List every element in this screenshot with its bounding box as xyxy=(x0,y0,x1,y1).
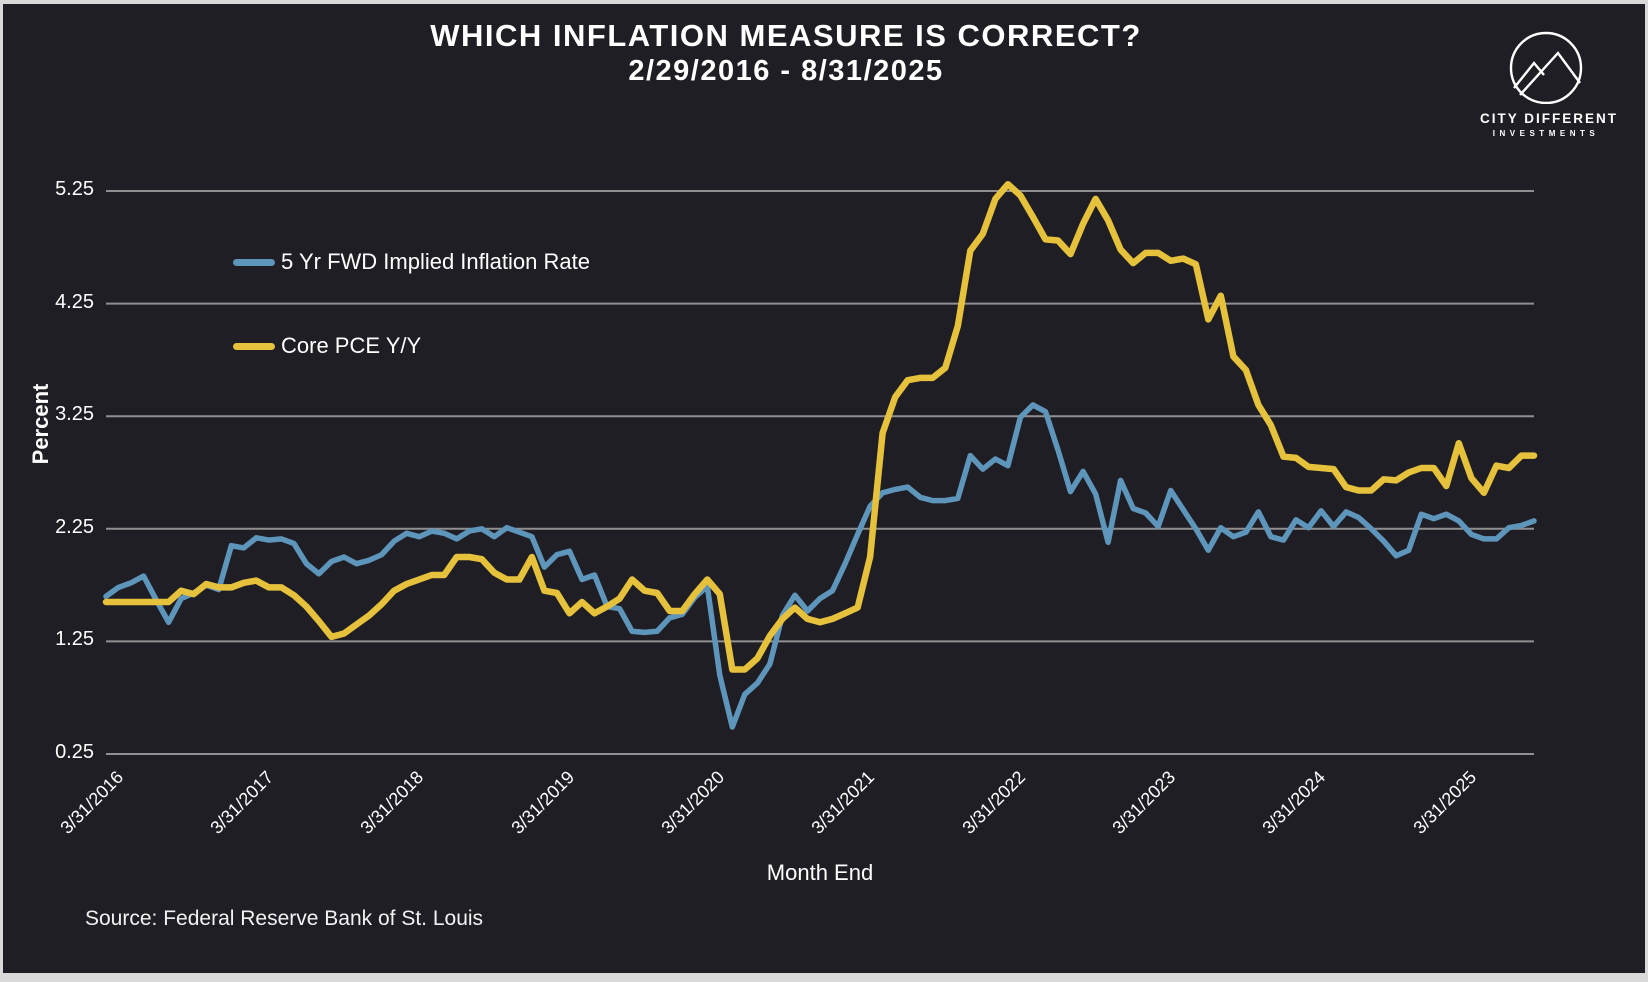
y-tick-label: 4.25 xyxy=(55,291,94,313)
chart-title-block: WHICH INFLATION MEASURE IS CORRECT? 2/29… xyxy=(430,18,1142,88)
x-axis-label: Month End xyxy=(766,860,874,885)
y-tick-label: 3.25 xyxy=(55,403,94,425)
legend-label: Core PCE Y/Y xyxy=(281,333,422,358)
y-tick-label: 0.25 xyxy=(55,741,94,763)
source-note: Source: Federal Reserve Bank of St. Loui… xyxy=(85,907,484,930)
legend-swatch-blue-line-icon xyxy=(233,258,275,266)
chart-plot-area xyxy=(102,180,1538,755)
y-tick-label: 1.25 xyxy=(55,628,94,650)
y-tick-label: 2.25 xyxy=(55,516,94,538)
logo-text-investments: INVESTMENTS xyxy=(1492,129,1600,138)
chart-subtitle-date-range: 2/29/2016 - 8/31/2025 xyxy=(628,54,944,87)
legend: 5 Yr FWD Implied Inflation Rate Core PCE… xyxy=(233,244,590,412)
y-tick-label: 5.25 xyxy=(55,178,94,200)
mountain-circle-logo-icon xyxy=(1509,31,1583,105)
legend-label: 5 Yr FWD Implied Inflation Rate xyxy=(281,249,590,274)
series-line-1 xyxy=(102,180,1538,673)
logo-text-city-different: CITY DIFFERENT xyxy=(1480,111,1619,126)
legend-item-5yr-fwd: 5 Yr FWD Implied Inflation Rate xyxy=(233,244,590,280)
legend-item-core-pce: Core PCE Y/Y xyxy=(233,328,590,364)
chart-title: WHICH INFLATION MEASURE IS CORRECT? xyxy=(430,18,1142,53)
series-line-0 xyxy=(103,402,1537,730)
company-logo: CITY DIFFERENT INVESTMENTS xyxy=(1480,28,1619,138)
legend-swatch-gold-line-icon xyxy=(233,342,275,350)
